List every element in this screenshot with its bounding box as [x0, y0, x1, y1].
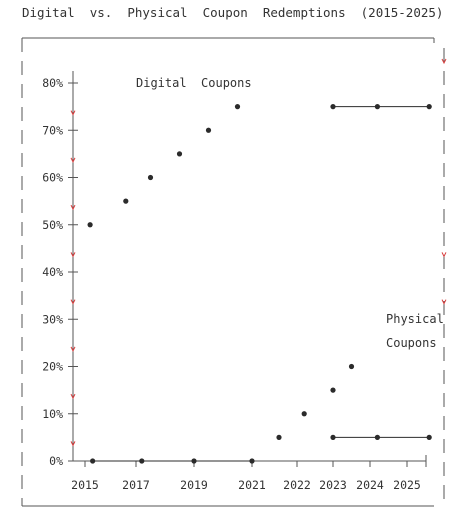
series-physical	[90, 363, 432, 464]
data-point	[330, 104, 336, 110]
data-point	[139, 458, 145, 464]
y-tick-label: 30%	[42, 312, 63, 326]
data-point	[90, 458, 96, 464]
axis-break-mark	[70, 299, 76, 305]
y-tick-label: 10%	[42, 407, 63, 421]
y-tick-label: 20%	[42, 360, 63, 374]
data-point	[176, 151, 183, 157]
annotation-label: Physical	[386, 312, 444, 326]
y-tick-label: 60%	[42, 171, 63, 185]
series-digital	[87, 104, 432, 228]
x-tick-label: 2021	[238, 478, 266, 492]
x-tick-label: 2015	[71, 478, 99, 492]
axis-break-mark	[70, 204, 76, 211]
axis-break-mark	[70, 110, 76, 116]
axis-break-mark	[70, 346, 76, 352]
y-tick-label: 80%	[42, 76, 63, 90]
data-point	[348, 363, 355, 370]
x-tick-label: 2025	[393, 478, 421, 492]
data-point	[147, 174, 154, 181]
axis-break-mark	[70, 157, 76, 163]
y-tick-label: 50%	[42, 218, 63, 232]
axis-break-mark	[441, 299, 447, 305]
annotation-layer: Digital Coupons Physical Coupons	[136, 76, 444, 350]
data-point	[426, 104, 432, 110]
x-tick-label: 2023	[319, 478, 347, 492]
data-point	[330, 387, 336, 393]
data-point	[301, 411, 307, 417]
data-point	[191, 458, 197, 464]
y-tick-label: 70%	[42, 123, 63, 137]
data-point	[330, 434, 336, 440]
x-tick-label: 2022	[283, 478, 311, 492]
chart-frame	[21, 37, 445, 507]
data-point	[374, 434, 380, 440]
x-tick-label: 2017	[122, 478, 150, 492]
y-tick-label: 40%	[42, 265, 63, 279]
data-point	[123, 198, 129, 204]
data-point	[234, 104, 241, 110]
y-axis: 0% 10% 20% 30% 40% 50% 60% 70% 80%	[42, 58, 447, 468]
y-tick-label: 0%	[49, 454, 63, 468]
x-axis: 2015 2017 2019 2021 2022 2023 2024 2025	[71, 455, 427, 492]
axis-break-mark	[441, 58, 447, 65]
x-tick-label: 2024	[356, 478, 384, 492]
chart-title: Digital vs. Physical Coupon Redemptions …	[22, 5, 444, 20]
data-point	[374, 104, 380, 110]
x-tick-label: 2019	[180, 478, 208, 492]
annotation-label: Digital Coupons	[136, 76, 252, 90]
series-layer	[87, 104, 432, 464]
data-point	[87, 222, 93, 228]
axis-break-mark	[441, 252, 447, 258]
axis-break-mark	[70, 393, 76, 400]
data-point	[249, 458, 255, 464]
data-point	[426, 434, 432, 440]
data-point	[205, 127, 212, 133]
axis-break-mark	[70, 252, 76, 258]
axis-break-mark	[70, 441, 76, 447]
data-point	[276, 434, 282, 440]
annotation-label: Coupons	[386, 336, 437, 350]
